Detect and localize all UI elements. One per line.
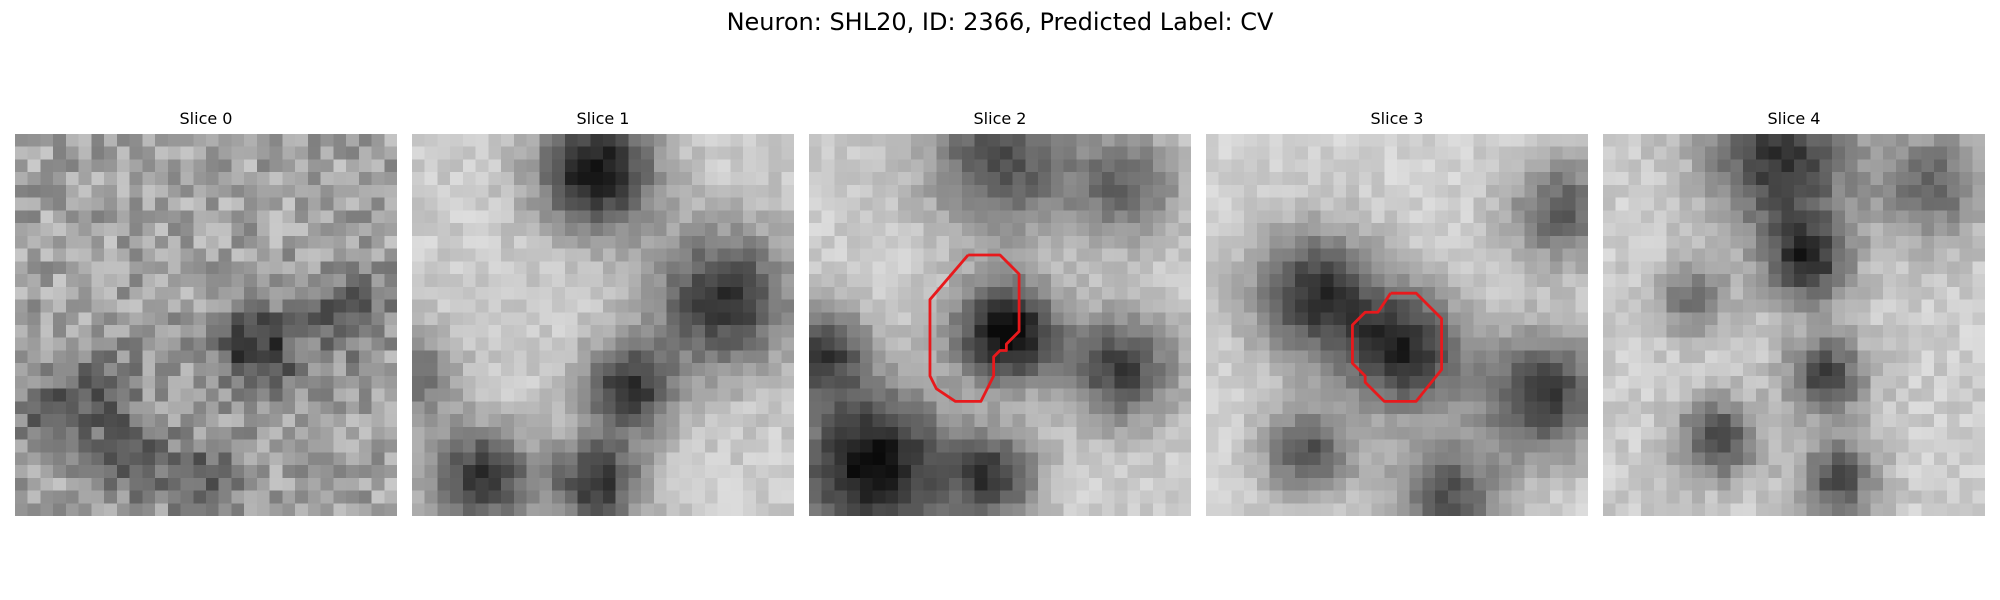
slice-pixels-2 [809, 134, 1191, 516]
slice-title-0: Slice 0 [15, 108, 397, 130]
slice-panel-2: Slice 2 [809, 108, 1191, 516]
slice-pixels-3 [1206, 134, 1588, 516]
slice-pixels-0 [15, 134, 397, 516]
slice-image-2 [809, 134, 1191, 516]
slice-title-4: Slice 4 [1603, 108, 1985, 130]
slice-image-1 [412, 134, 794, 516]
slice-image-0 [15, 134, 397, 516]
slice-title-3: Slice 3 [1206, 108, 1588, 130]
slice-pixels-1 [412, 134, 794, 516]
slice-panel-0: Slice 0 [15, 108, 397, 516]
slice-title-1: Slice 1 [412, 108, 794, 130]
slice-title-2: Slice 2 [809, 108, 1191, 130]
slice-pixels-4 [1603, 134, 1985, 516]
slice-image-3 [1206, 134, 1588, 516]
slice-panel-1: Slice 1 [412, 108, 794, 516]
figure-title: Neuron: SHL20, ID: 2366, Predicted Label… [0, 6, 2000, 38]
slice-panel-3: Slice 3 [1206, 108, 1588, 516]
slice-panel-4: Slice 4 [1603, 108, 1985, 516]
slice-image-4 [1603, 134, 1985, 516]
